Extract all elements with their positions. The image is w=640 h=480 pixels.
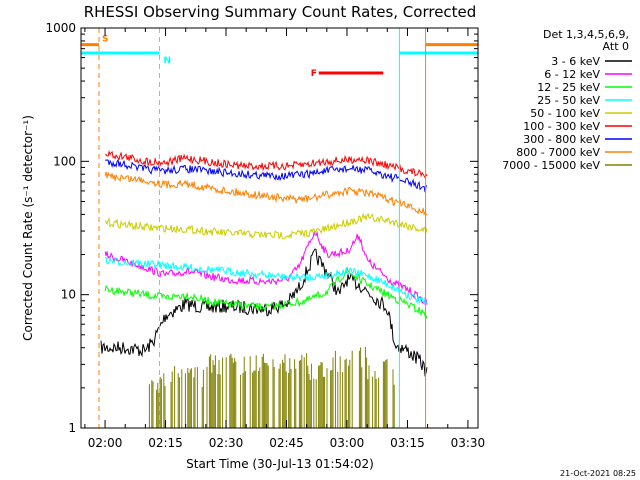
x-tick-label: 03:00 bbox=[330, 436, 365, 450]
flag-label-f: F bbox=[311, 69, 317, 79]
observing-flag-layer: S N F bbox=[81, 35, 478, 79]
x-tick-label: 03:30 bbox=[451, 436, 486, 450]
flag-label-n: N bbox=[163, 56, 171, 66]
series-line-8 bbox=[148, 346, 395, 428]
series-line-2 bbox=[104, 265, 428, 319]
series-line-4 bbox=[104, 212, 428, 240]
y-tick-label: 1 bbox=[68, 421, 76, 435]
series-line-6 bbox=[105, 158, 428, 193]
legend-entry-label: 3 - 6 keV bbox=[551, 55, 600, 68]
series-layer bbox=[100, 150, 428, 428]
legend-entry-label: 25 - 50 keV bbox=[537, 94, 600, 107]
x-axis-label: Start Time (30-Jul-13 01:54:02) bbox=[186, 457, 374, 471]
legend-entry-label: 6 - 12 keV bbox=[544, 68, 600, 81]
timestamp: 21-Oct-2021 08:25 bbox=[560, 469, 636, 478]
x-tick-label: 02:30 bbox=[209, 436, 244, 450]
x-tick-layer: 02:00 02:15 02:30 02:45 03:00 03:15 03:30 bbox=[84, 28, 486, 450]
y-tick-label: 100 bbox=[53, 154, 76, 168]
x-tick-label: 02:45 bbox=[269, 436, 304, 450]
plot-frame bbox=[80, 27, 479, 429]
x-tick-label: 03:15 bbox=[390, 436, 425, 450]
chart-title: RHESSI Observing Summary Count Rates, Co… bbox=[84, 3, 477, 21]
series-line-3 bbox=[104, 256, 428, 305]
x-tick-label: 02:15 bbox=[148, 436, 183, 450]
series-line-5 bbox=[104, 150, 428, 179]
y-tick-label: 1000 bbox=[45, 21, 76, 35]
legend-entry-label: 300 - 800 keV bbox=[523, 133, 600, 146]
y-tick-layer: 1 10 100 1000 bbox=[45, 21, 478, 435]
series-line-7 bbox=[104, 171, 428, 216]
legend-entry-label: 800 - 7000 keV bbox=[516, 146, 600, 159]
legend-entry-label: 100 - 300 keV bbox=[523, 120, 600, 133]
legend-header-line: Det 1,3,4,5,6,9, bbox=[543, 28, 629, 41]
legend-entry-label: 12 - 25 keV bbox=[537, 81, 600, 94]
attenuator-marker-layer bbox=[80, 28, 479, 428]
x-tick-label: 02:00 bbox=[88, 436, 123, 450]
flag-label-s: S bbox=[102, 35, 108, 45]
legend-header-line: Att 0 bbox=[603, 40, 629, 53]
y-tick-label: 10 bbox=[61, 288, 76, 302]
legend-entry-label: 50 - 100 keV bbox=[530, 107, 600, 120]
legend-entry-label: 7000 - 15000 keV bbox=[502, 159, 600, 172]
series-line-1 bbox=[104, 230, 428, 306]
y-axis-label: Corrected Count Rate (s⁻¹ detector⁻¹) bbox=[21, 115, 35, 341]
